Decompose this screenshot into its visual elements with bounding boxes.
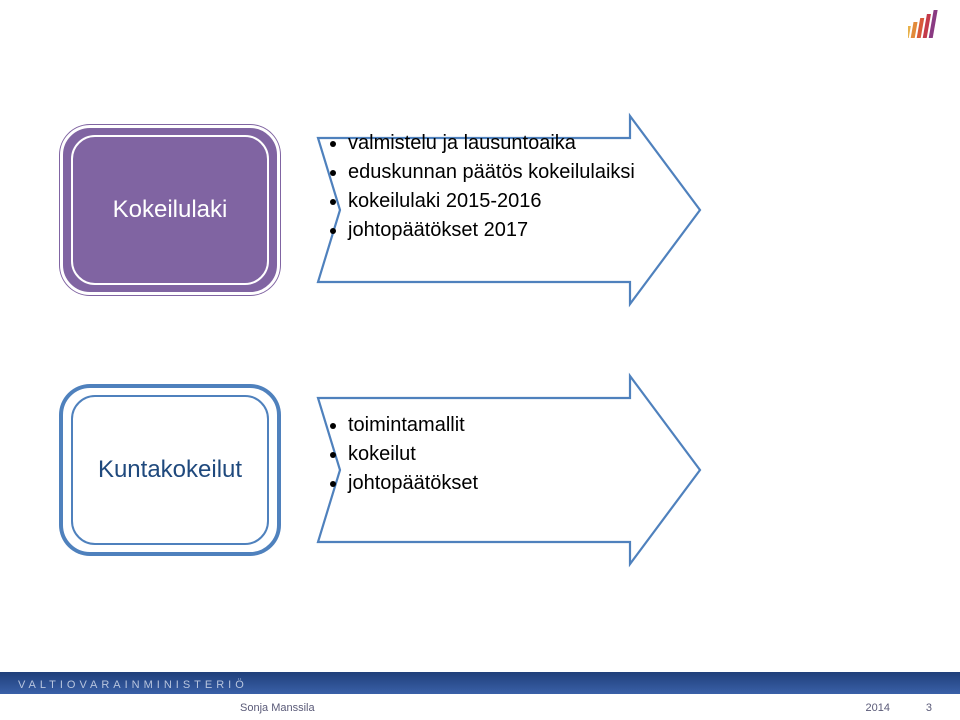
box-kokeilulaki-inner: Kokeilulaki: [71, 135, 269, 285]
bars-icon: [908, 8, 948, 42]
footer-author: Sonja Manssila: [240, 702, 315, 714]
ministry-logo-text: VALTIOVARAINMINISTERIÖ: [18, 679, 248, 691]
bullet-item: toimintamallit: [348, 412, 652, 439]
box-kuntakokeilut-label: Kuntakokeilut: [98, 456, 242, 484]
arrow-kokeilulaki: valmistelu ja lausuntoaika eduskunnan pä…: [290, 110, 710, 310]
bullet-item: johtopäätökset 2017: [348, 217, 652, 244]
bullet-item: kokeilut: [348, 441, 652, 468]
arrow-text-1: valmistelu ja lausuntoaika eduskunnan pä…: [332, 130, 652, 246]
bullet-item: valmistelu ja lausuntoaika: [348, 130, 652, 157]
footer-year: 2014: [866, 702, 890, 714]
box-kokeilulaki-outer: Kokeilulaki: [60, 125, 280, 295]
footer-bar-bg: VALTIOVARAINMINISTERIÖ: [0, 672, 960, 694]
arrow-text-2: toimintamallit kokeilut johtopäätökset: [332, 412, 652, 499]
footer-page-number: 3: [926, 702, 932, 714]
row-kokeilulaki: Kokeilulaki valmistelu ja lausuntoaika e…: [60, 110, 710, 310]
bullet-item: johtopäätökset: [348, 470, 652, 497]
bullet-item: eduskunnan päätös kokeilulaiksi: [348, 159, 652, 186]
corner-logo-icon: [908, 8, 948, 47]
box-kuntakokeilut-outer: Kuntakokeilut: [60, 385, 280, 555]
bullet-item: kokeilulaki 2015-2016: [348, 188, 652, 215]
bullet-list-1: valmistelu ja lausuntoaika eduskunnan pä…: [332, 130, 652, 244]
box-kokeilulaki-label: Kokeilulaki: [113, 196, 228, 224]
row-kuntakokeilut: Kuntakokeilut toimintamallit kokeilut jo…: [60, 370, 710, 570]
arrow-kuntakokeilut: toimintamallit kokeilut johtopäätökset: [290, 370, 710, 570]
bullet-list-2: toimintamallit kokeilut johtopäätökset: [332, 412, 652, 497]
box-kuntakokeilut-inner: Kuntakokeilut: [71, 395, 269, 545]
footer-bar: VALTIOVARAINMINISTERIÖ: [0, 672, 960, 694]
